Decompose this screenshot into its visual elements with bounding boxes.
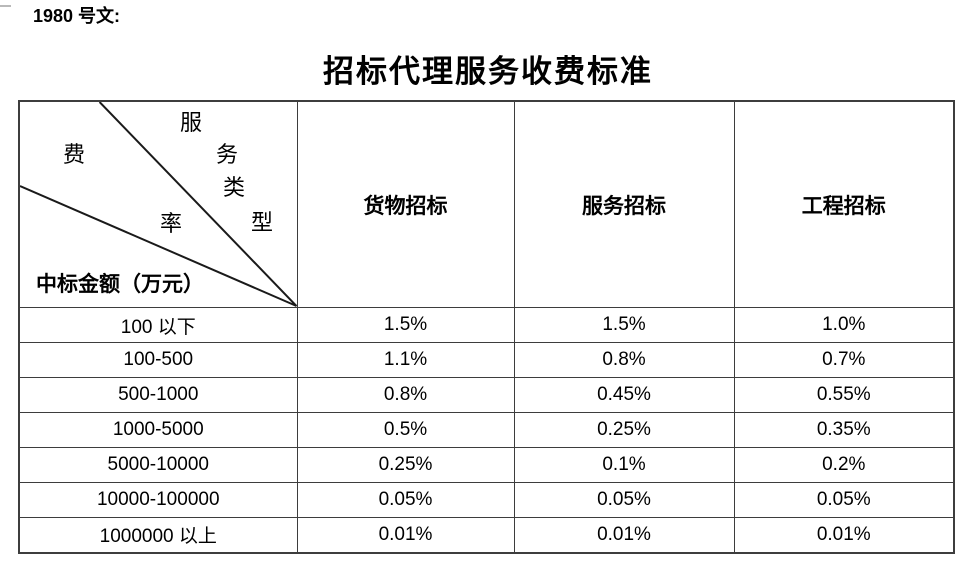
rate-cell: 0.35%: [733, 412, 955, 448]
table-row: 500-1000 0.8% 0.45% 0.55%: [18, 377, 955, 413]
table-row: 100 以下 1.5% 1.5% 1.0%: [18, 307, 955, 343]
page-title: 招标代理服务收费标准: [323, 54, 653, 89]
rate-cell: 0.05%: [733, 482, 955, 518]
rate-cell: 0.25%: [513, 412, 735, 448]
table-corner-cell: 服 务 类 型 费 率 中标金额（万元）: [18, 100, 298, 308]
page-corner-mark: [0, 5, 11, 7]
rate-cell: 1.0%: [733, 307, 955, 343]
corner-rate-axis-char: 率: [160, 211, 183, 236]
table-row: 10000-100000 0.05% 0.05% 0.05%: [18, 482, 955, 518]
rate-cell: 0.05%: [513, 482, 735, 518]
amount-range-cell: 100 以下: [18, 307, 298, 343]
rate-cell: 1.5%: [513, 307, 735, 343]
rate-cell: 0.01%: [733, 517, 955, 553]
rate-cell: 0.25%: [296, 447, 515, 483]
rate-cell: 0.8%: [513, 342, 735, 378]
table-row: 1000000 以上 0.01% 0.01% 0.01%: [18, 517, 955, 553]
rate-cell: 0.45%: [513, 377, 735, 413]
amount-range-cell: 100-500: [18, 342, 298, 378]
corner-type-axis-char: 类: [223, 175, 246, 200]
rate-cell: 0.01%: [296, 517, 515, 553]
table-row: 100-500 1.1% 0.8% 0.7%: [18, 342, 955, 378]
amount-range-cell: 1000-5000: [18, 412, 298, 448]
corner-row-axis-label: 中标金额（万元）: [36, 272, 204, 296]
corner-type-axis-char: 服: [180, 110, 203, 135]
rate-cell: 0.1%: [513, 447, 735, 483]
rate-cell: 0.01%: [513, 517, 735, 553]
table-header-row: 服 务 类 型 费 率 中标金额（万元） 货物招标 服务招标 工程招标: [18, 100, 955, 308]
table-row: 5000-10000 0.25% 0.1% 0.2%: [18, 447, 955, 483]
amount-range-cell: 1000000 以上: [18, 517, 298, 553]
amount-range-cell: 500-1000: [18, 377, 298, 413]
rate-cell: 0.5%: [296, 412, 515, 448]
rate-cell: 0.55%: [733, 377, 955, 413]
column-header-services: 服务招标: [513, 100, 735, 308]
rate-cell: 0.05%: [296, 482, 515, 518]
rate-cell: 0.8%: [296, 377, 515, 413]
rate-cell: 1.5%: [296, 307, 515, 343]
table-row: 1000-5000 0.5% 0.25% 0.35%: [18, 412, 955, 448]
diagonal-divider-lines: [20, 102, 297, 307]
amount-range-cell: 5000-10000: [18, 447, 298, 483]
corner-rate-axis-char: 费: [63, 142, 86, 167]
corner-type-axis-char: 务: [216, 142, 239, 167]
fee-table: 服 务 类 型 费 率 中标金额（万元） 货物招标 服务招标 工程招标 100 …: [18, 100, 955, 554]
rate-cell: 0.7%: [733, 342, 955, 378]
amount-range-cell: 10000-100000: [18, 482, 298, 518]
column-header-engineering: 工程招标: [733, 100, 955, 308]
doc-reference: 1980 号文:: [33, 6, 121, 26]
rate-cell: 0.2%: [733, 447, 955, 483]
corner-type-axis-char: 型: [251, 210, 274, 235]
column-header-goods: 货物招标: [296, 100, 515, 308]
rate-cell: 1.1%: [296, 342, 515, 378]
